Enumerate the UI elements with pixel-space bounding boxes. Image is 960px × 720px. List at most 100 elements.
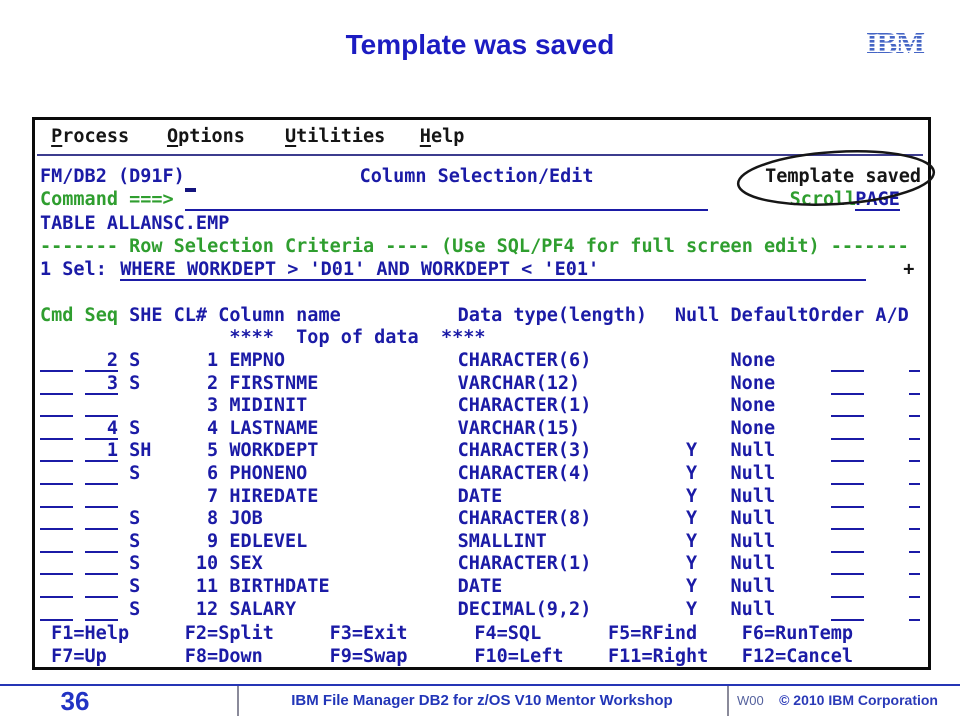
ad-field[interactable] — [908, 598, 920, 621]
order-field[interactable] — [830, 598, 865, 621]
seq-field[interactable] — [84, 507, 118, 531]
menu-item-help[interactable]: Help — [419, 126, 465, 147]
ad-field[interactable] — [908, 462, 920, 485]
seq-field[interactable] — [84, 598, 118, 621]
seq-field[interactable]: 1 — [84, 439, 118, 463]
ad-field[interactable] — [908, 530, 920, 553]
seq-field[interactable] — [84, 462, 118, 485]
ibm-logo: IBM — [866, 25, 926, 60]
menu-item-utilities[interactable]: Utilities — [285, 126, 386, 147]
fkey-f4[interactable]: F4=SQL — [474, 623, 542, 644]
cmd-field[interactable] — [40, 417, 74, 440]
scroll-field[interactable]: PAGE — [855, 189, 900, 211]
ad-field[interactable] — [908, 507, 920, 531]
fkey-f9[interactable]: F9=Swap — [329, 646, 408, 667]
fkey-f10[interactable]: F10=Left — [474, 646, 564, 667]
ad-field[interactable] — [908, 439, 920, 463]
col-number: 5 — [207, 440, 219, 462]
column-name: WORKDEPT — [229, 440, 319, 462]
fkey-f2[interactable]: F2=Split — [184, 623, 274, 644]
order-field[interactable] — [830, 485, 865, 508]
null-flag: Y — [686, 463, 698, 484]
cmd-field[interactable] — [40, 552, 74, 576]
column-name: MIDINIT — [229, 395, 308, 417]
command-label: Command ===> — [40, 189, 174, 210]
seq-field[interactable]: 2 — [84, 349, 118, 372]
order-field[interactable] — [830, 439, 865, 463]
data-type: CHARACTER(1) — [457, 395, 592, 417]
cmd-field[interactable] — [40, 394, 74, 418]
fkey-f11[interactable]: F11=Right — [608, 646, 709, 667]
sel-label: 1 Sel: — [40, 259, 107, 280]
order-field[interactable] — [830, 462, 865, 485]
fkey-f5[interactable]: F5=RFind — [608, 623, 698, 644]
column-name: SEX — [229, 553, 263, 575]
default-value: None — [730, 417, 776, 439]
cmd-field[interactable] — [40, 462, 74, 485]
order-field[interactable] — [830, 394, 865, 418]
she-value: S — [129, 553, 141, 575]
fkey-f3[interactable]: F3=Exit — [329, 623, 408, 644]
seq-field[interactable] — [84, 485, 118, 508]
data-type: DATE — [457, 485, 503, 507]
data-type: VARCHAR(15) — [457, 417, 581, 439]
footer-separator-left — [237, 686, 239, 716]
order-field[interactable] — [830, 349, 865, 372]
order-field[interactable] — [830, 552, 865, 576]
header-she-cl-name: SHE CL# Column name — [129, 305, 341, 326]
cmd-field[interactable] — [40, 530, 74, 553]
header-null-default: Null Default — [674, 305, 809, 326]
terminal-window: Process Options Utilities Help FM/DB2 (D91F… — [32, 117, 931, 670]
mnemonic-letter: O — [166, 126, 179, 147]
cmd-field[interactable] — [40, 507, 74, 531]
fkey-f12[interactable]: F12=Cancel — [741, 646, 854, 667]
menu-item-options[interactable]: Options — [166, 126, 245, 147]
table-name-line: TABLE ALLANSC.EMP — [40, 212, 925, 235]
sel-input[interactable]: WHERE WORKDEPT > 'D01' AND WORKDEPT < 'E… — [120, 258, 867, 281]
seq-field[interactable] — [84, 530, 118, 553]
data-type: CHARACTER(4) — [457, 463, 592, 484]
order-field[interactable] — [830, 507, 865, 531]
cmd-field[interactable] — [40, 349, 74, 372]
default-value: Null — [730, 553, 776, 575]
order-field[interactable] — [830, 575, 865, 598]
fkey-f1[interactable]: F1=Help — [51, 623, 130, 644]
ad-field[interactable] — [908, 552, 920, 576]
cmd-field[interactable] — [40, 598, 74, 621]
seq-field[interactable]: 3 — [84, 372, 118, 395]
ad-field[interactable] — [908, 349, 920, 372]
ad-field[interactable] — [908, 417, 920, 440]
col-number: 10 — [195, 553, 219, 575]
top-of-data-marker: **** Top of data **** — [229, 327, 486, 348]
ad-field[interactable] — [908, 394, 920, 418]
panel-id: FM/DB2 (D91F) — [40, 166, 185, 187]
order-field[interactable] — [830, 530, 865, 553]
default-value: Null — [730, 463, 776, 484]
col-number: 6 — [207, 463, 219, 484]
fkey-f7[interactable]: F7=Up — [51, 646, 107, 667]
column-name: PHONENO — [229, 463, 308, 484]
table-row: 7 HIREDATE DATE Y Null — [40, 485, 925, 508]
menu-item-process[interactable]: Process — [51, 126, 130, 147]
cmd-field[interactable] — [40, 439, 74, 463]
null-flag: Y — [686, 576, 698, 597]
seq-field[interactable] — [84, 575, 118, 598]
she-value: S — [129, 508, 141, 530]
cmd-field[interactable] — [40, 575, 74, 598]
order-field[interactable] — [830, 372, 865, 395]
column-name: FIRSTNME — [229, 372, 319, 394]
cmd-field[interactable] — [40, 372, 74, 395]
seq-field[interactable]: 4 — [84, 417, 118, 440]
fkey-f8[interactable]: F8=Down — [184, 646, 263, 667]
fkey-line: F1=Help F2=Split F3=Exit F4=SQL F5=RFind F6=R… — [40, 622, 925, 645]
ad-field[interactable] — [908, 372, 920, 395]
null-flag: Y — [686, 598, 698, 620]
ad-field[interactable] — [908, 485, 920, 508]
seq-field[interactable] — [84, 394, 118, 418]
command-input[interactable] — [184, 188, 709, 211]
fkey-f6[interactable]: F6=RunTemp — [741, 623, 854, 644]
order-field[interactable] — [830, 417, 865, 440]
ad-field[interactable] — [908, 575, 920, 598]
cmd-field[interactable] — [40, 485, 74, 508]
seq-field[interactable] — [84, 552, 118, 576]
